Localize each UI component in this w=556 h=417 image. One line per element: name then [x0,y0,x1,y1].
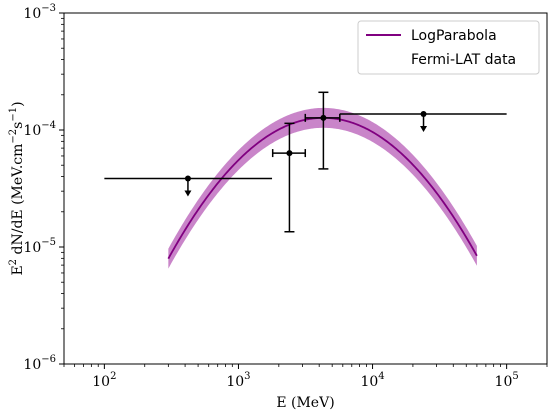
logparabola-band [168,107,477,269]
upper-limit-arrowhead [420,126,428,133]
legend-label-fermi-lat: Fermi-LAT data [411,52,516,68]
y-tick-label: 10−5 [23,237,56,256]
x-tick-label: 105 [495,371,519,390]
data-point-1 [104,175,273,197]
x-axis-label: E (MeV) [276,395,334,411]
data-point-3 [304,91,341,170]
data-marker [286,150,293,157]
data-marker [320,114,327,121]
data-point-2 [271,122,307,233]
y-axis-label: E2 dN/dE (MeV.cm−2s−1) [8,101,26,275]
data-marker [184,175,191,182]
upper-limit-arrowhead [184,190,192,197]
data-point-4 [339,111,507,133]
y-tick-label: 10−3 [23,3,56,22]
x-tick-label: 103 [226,371,250,390]
x-tick-label: 104 [360,371,384,390]
legend: LogParabola Fermi-LAT data [357,20,540,75]
legend-label-logparabola: LogParabola [411,28,497,44]
data-marker [420,111,427,118]
y-tick-label: 10−6 [23,354,56,373]
legend-frame [357,20,540,75]
y-tick-label: 10−4 [23,120,56,139]
x-tick-label: 102 [92,371,116,390]
plot-frame [63,12,548,365]
